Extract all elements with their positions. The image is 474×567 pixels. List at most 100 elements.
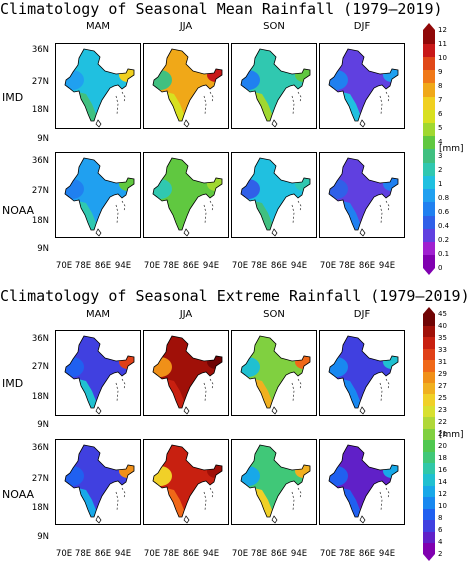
island-outline [203, 91, 214, 115]
bottom-lon-70e-a: 70E [55, 549, 73, 559]
colorbar-swatch [423, 336, 435, 349]
sri-lanka-outline [183, 228, 190, 237]
bottom-row-label-noaa: NOAA [2, 488, 35, 501]
bottom-col-label-djf: DJF [353, 309, 371, 320]
top-r2-lat-27n: 27N [31, 186, 49, 196]
colorbar-tick-label: 45 [438, 310, 447, 318]
top-col-label-son: SON [263, 21, 285, 32]
colorbar-arrow-down [423, 268, 435, 275]
colorbar-swatch [423, 135, 435, 150]
colorbar-tick-label: 31 [438, 358, 447, 366]
colorbar-tick-label: 2 [438, 550, 443, 558]
bottom-r1-lat-27n: 27N [31, 362, 49, 372]
sri-lanka-outline [95, 119, 102, 128]
bottom-colorbar [423, 307, 435, 561]
colorbar-tick-label: 11 [438, 40, 447, 48]
colorbar-tick-label: 3 [438, 152, 443, 160]
colorbar-tick-label: 22 [438, 418, 447, 426]
india-outline [152, 157, 223, 231]
sri-lanka-outline [359, 119, 366, 128]
bottom-col-label-mam: MAM [85, 309, 111, 320]
top-r1-lat-18n: 18N [31, 105, 49, 115]
sri-lanka-outline [271, 515, 278, 524]
colorbar-tick-label: 10 [438, 502, 447, 510]
colorbar-swatch [423, 43, 435, 57]
bottom-lon-70e-c: 70E [231, 549, 249, 559]
colorbar-tick-label: 0.4 [438, 222, 450, 230]
bottom-lon-78e-c: 78E [250, 549, 268, 559]
region-peninsula [78, 201, 96, 230]
colorbar-tick-label: 2 [438, 166, 443, 174]
top-lon-94e-a: 94E [114, 261, 132, 271]
top-lon-70e-d: 70E [319, 261, 337, 271]
colorbar-tick-label: 21 [438, 430, 447, 438]
colorbar-swatch [423, 96, 435, 110]
top-figure-title: Climatology of Seasonal Mean Rainfall (1… [0, 0, 443, 18]
bottom-lon-86e-b: 86E [182, 549, 200, 559]
colorbar-tick-label: 0.8 [438, 194, 450, 202]
india-outline [152, 444, 223, 518]
island-outline [379, 200, 390, 224]
top-colorbar-unit: [mm] [439, 144, 464, 154]
top-r1-lat-36n: 36N [31, 45, 49, 55]
india-outline [64, 335, 135, 409]
colorbar-swatch [423, 485, 435, 498]
bottom-lon-86e-a: 86E [94, 549, 112, 559]
colorbar-swatch [423, 56, 435, 71]
india-outline [328, 444, 399, 518]
colorbar-tick-label: 12 [438, 490, 447, 498]
colorbar-tick-label: 5 [438, 124, 443, 132]
bottom-col-label-son: SON [263, 309, 285, 320]
colorbar-swatch [423, 69, 435, 84]
colorbar-swatch [423, 531, 435, 544]
region-peninsula [78, 92, 96, 121]
bottom-noaa-mam-panel [55, 439, 141, 525]
india-outline [328, 48, 399, 122]
bottom-noaa-son-panel [231, 439, 317, 525]
region-peninsula [342, 488, 360, 517]
bottom-lon-78e-b: 78E [162, 549, 180, 559]
bottom-r2-lat-9n: 9N [37, 532, 49, 542]
top-noaa-djf-panel [319, 152, 405, 238]
bottom-lon-86e-d: 86E [358, 549, 376, 559]
colorbar-tick-label: 8 [438, 514, 443, 522]
bottom-lon-94e-d: 94E [378, 549, 396, 559]
bottom-r1-lat-36n: 36N [31, 334, 49, 344]
colorbar-tick-label: 6 [438, 526, 443, 534]
region-peninsula [254, 488, 272, 517]
colorbar-swatch [423, 188, 435, 203]
india-outline [152, 335, 223, 409]
bottom-imd-jja-panel [143, 330, 229, 416]
island-outline [379, 378, 390, 402]
top-r2-lat-18n: 18N [31, 216, 49, 226]
india-outline [240, 444, 311, 518]
top-imd-djf-panel [319, 43, 405, 129]
bottom-noaa-djf-panel [319, 439, 405, 525]
colorbar-swatch [423, 542, 435, 555]
colorbar-swatch [423, 462, 435, 475]
top-noaa-jja-panel [143, 152, 229, 238]
region-peninsula [342, 92, 360, 121]
island-outline [291, 378, 302, 402]
colorbar-swatch [423, 162, 435, 176]
colorbar-tick-label: 29 [438, 370, 447, 378]
colorbar-swatch [423, 382, 435, 395]
india-outline [328, 335, 399, 409]
top-colorbar [423, 23, 435, 275]
bottom-lon-70e-d: 70E [319, 549, 337, 559]
colorbar-tick-label: 40 [438, 322, 447, 330]
top-row-label-noaa: NOAA [2, 204, 35, 217]
colorbar-swatch [423, 215, 435, 229]
sri-lanka-outline [95, 515, 102, 524]
bottom-imd-djf-panel [319, 330, 405, 416]
top-row-label-imd: IMD [2, 91, 24, 104]
colorbar-swatch [423, 359, 435, 372]
bottom-imd-mam-panel [55, 330, 141, 416]
colorbar-swatch [423, 82, 435, 97]
top-lon-94e-b: 94E [202, 261, 220, 271]
top-imd-jja-panel [143, 43, 229, 129]
colorbar-swatch [423, 228, 435, 243]
colorbar-tick-label: 6 [438, 110, 443, 118]
india-outline [64, 444, 135, 518]
colorbar-swatch [423, 519, 435, 532]
